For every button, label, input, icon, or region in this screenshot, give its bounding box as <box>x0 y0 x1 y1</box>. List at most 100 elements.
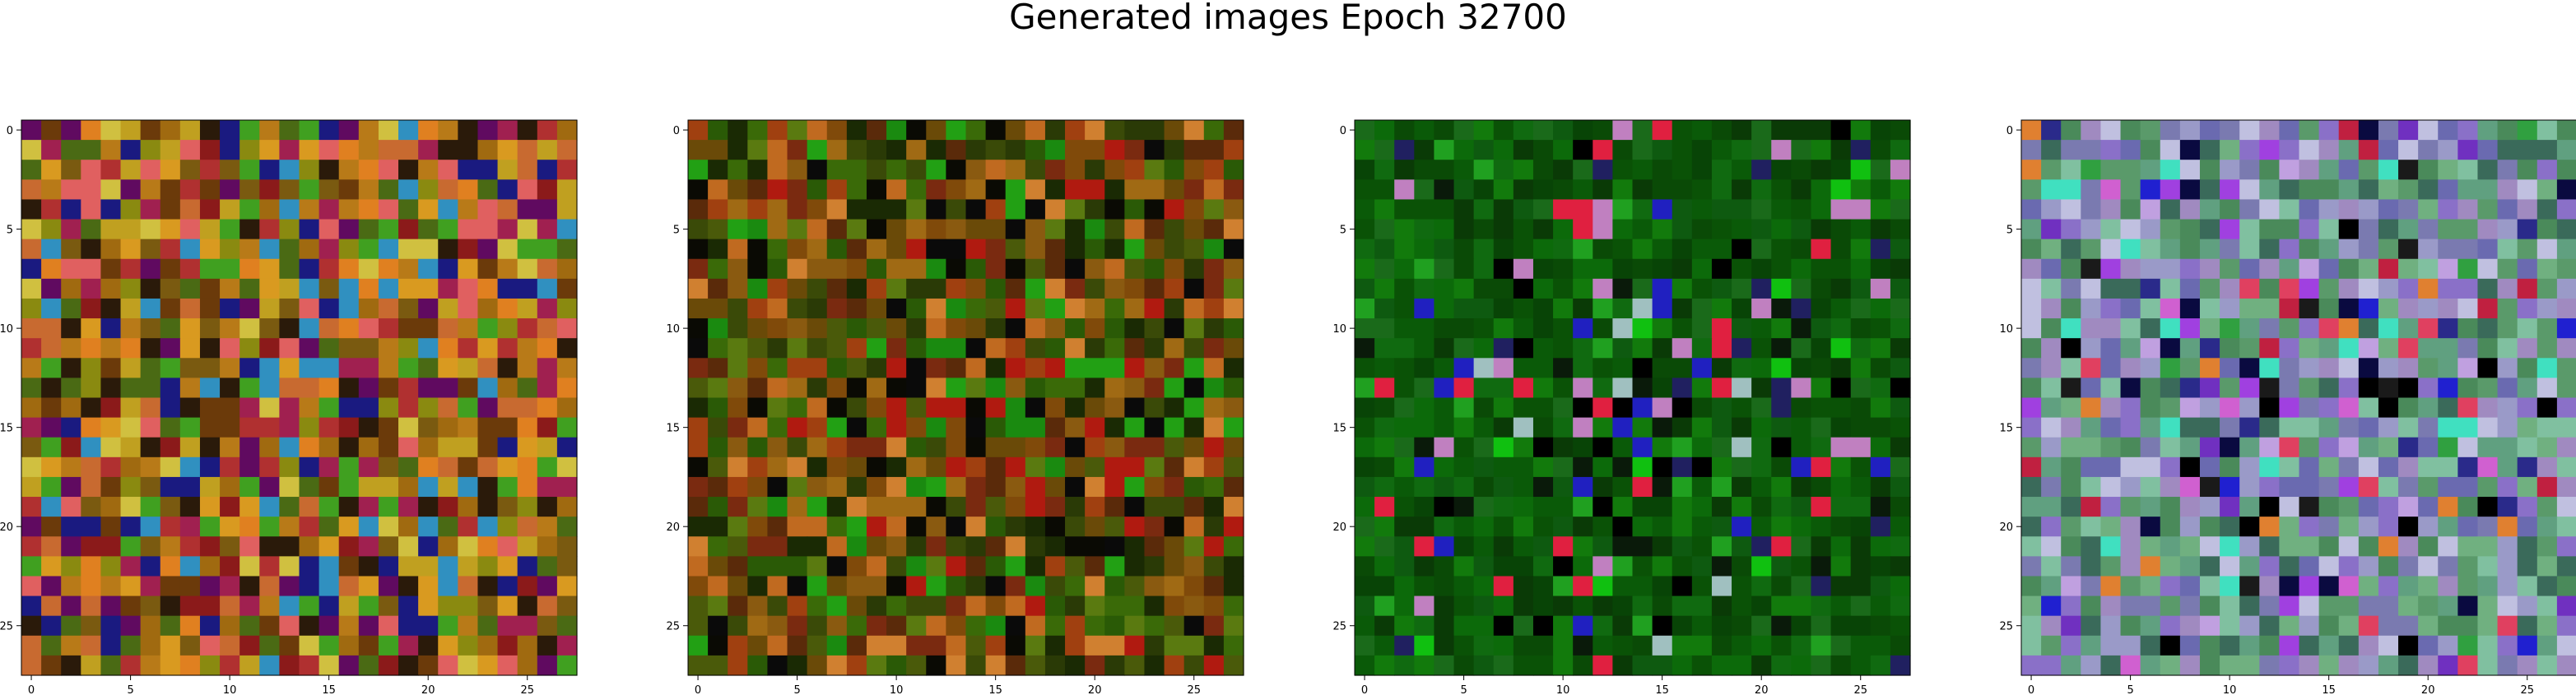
pixel <box>1612 497 1634 517</box>
pixel <box>2358 378 2379 399</box>
pixel <box>1612 437 1634 458</box>
pixel <box>259 576 280 597</box>
pixel <box>2279 120 2300 141</box>
pixel <box>458 595 479 617</box>
pixel <box>2081 239 2102 260</box>
pixel <box>1453 358 1475 378</box>
pixel <box>338 160 360 180</box>
pixel <box>965 476 987 498</box>
pixel <box>517 338 538 359</box>
pixel <box>1473 497 1495 517</box>
pixel <box>1870 476 1891 498</box>
y-tick-label: 25 <box>0 621 13 633</box>
pixel <box>2517 655 2538 676</box>
pixel <box>179 397 201 419</box>
pixel <box>1025 476 1046 498</box>
pixel <box>477 179 499 201</box>
pixel <box>537 517 558 537</box>
pixel <box>279 358 300 378</box>
pixel <box>1183 258 1205 280</box>
pixel <box>1124 239 1146 260</box>
pixel <box>1124 199 1146 220</box>
pixel <box>926 120 946 141</box>
pixel <box>1811 476 1832 498</box>
pixel <box>985 199 1007 220</box>
pixel <box>2497 258 2518 280</box>
pixel <box>1652 536 1673 557</box>
pixel <box>1355 278 1375 299</box>
pixel <box>2259 417 2280 438</box>
pixel <box>2378 536 2399 557</box>
pixel <box>1652 378 1673 399</box>
pixel <box>477 318 499 339</box>
pixel <box>1453 456 1475 478</box>
pixel <box>728 476 748 498</box>
pixel <box>81 160 102 180</box>
pixel <box>985 298 1007 319</box>
pixel <box>1751 318 1772 339</box>
y-tick-label: 20 <box>0 521 13 534</box>
pixel <box>2239 635 2260 656</box>
pixel <box>1732 417 1752 438</box>
pixel <box>2179 595 2201 617</box>
pixel <box>81 378 102 399</box>
pixel <box>846 378 867 399</box>
pixel <box>2120 378 2141 399</box>
pixel <box>2497 338 2518 359</box>
pixel <box>926 199 946 220</box>
pixel <box>2041 456 2062 478</box>
pixel <box>1434 517 1455 537</box>
pixel <box>2259 517 2280 537</box>
pixel <box>1203 615 1225 637</box>
pixel <box>708 160 728 180</box>
pixel <box>1811 179 1832 201</box>
pixel <box>2477 160 2499 180</box>
pixel <box>2041 517 2062 537</box>
pixel <box>1751 258 1772 280</box>
y-tick-label: 5 <box>1340 225 1346 237</box>
pixel <box>1791 358 1812 378</box>
pixel <box>2199 298 2220 319</box>
pixel <box>338 378 360 399</box>
pixel <box>985 258 1007 280</box>
pixel <box>846 338 867 359</box>
pixel <box>2438 278 2458 299</box>
pixel <box>1434 298 1455 319</box>
pixel <box>120 239 142 260</box>
pixel <box>458 536 479 557</box>
pixel <box>1573 298 1593 319</box>
pixel <box>2338 497 2360 517</box>
pixel <box>1453 397 1475 419</box>
pixel <box>946 456 967 478</box>
pixel <box>926 338 946 359</box>
pixel <box>906 476 927 498</box>
pixel <box>199 318 221 339</box>
pixel <box>1065 140 1086 160</box>
pixel <box>338 140 360 160</box>
pixel <box>537 417 558 438</box>
pixel <box>239 655 260 676</box>
pixel <box>728 199 748 220</box>
pixel <box>985 456 1007 478</box>
pixel <box>965 397 987 419</box>
pixel <box>1732 437 1752 458</box>
pixel <box>926 258 946 280</box>
pixel <box>2438 239 2458 260</box>
pixel <box>199 417 221 438</box>
pixel <box>517 437 538 458</box>
pixel <box>2041 318 2062 339</box>
pixel <box>2061 635 2081 656</box>
pixel <box>728 318 748 339</box>
pixel <box>1553 576 1574 597</box>
pixel <box>1164 160 1185 180</box>
pixel <box>1493 417 1514 438</box>
pixel <box>2160 437 2181 458</box>
pixel <box>807 298 828 319</box>
pixel <box>2279 160 2300 180</box>
pixel <box>886 615 907 637</box>
pixel <box>140 239 161 260</box>
pixel <box>2160 615 2181 637</box>
pixel <box>1553 437 1574 458</box>
pixel <box>866 338 887 359</box>
